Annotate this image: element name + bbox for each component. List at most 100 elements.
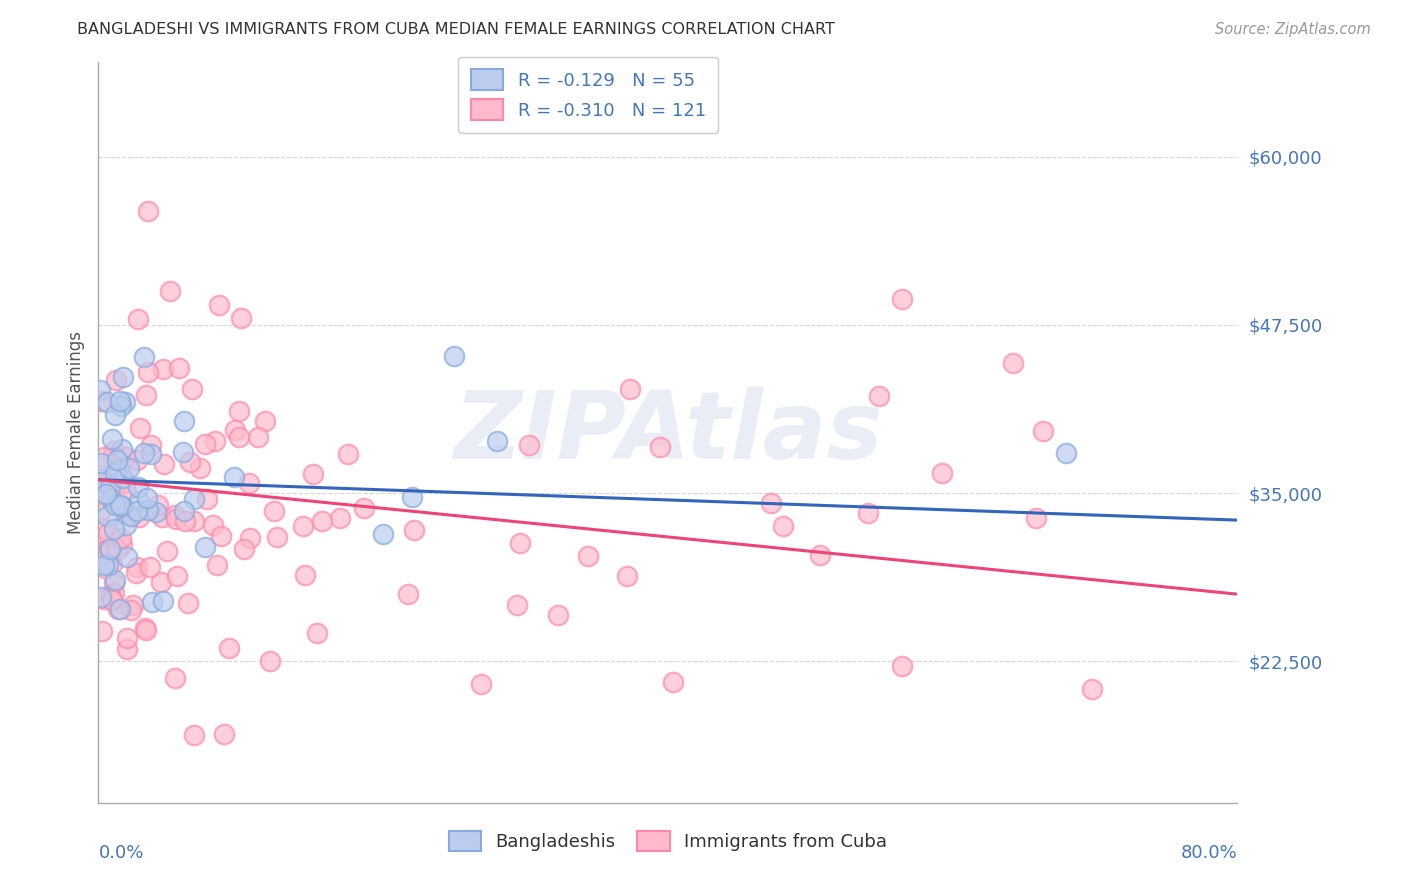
Point [208, 298, 231, 312]
Point [506, 598, 529, 612]
Point [305, 625, 328, 640]
Point [89, 505, 111, 519]
Point [204, 434, 226, 449]
Point [104, 408, 127, 422]
Point [1081, 682, 1104, 697]
Point [517, 438, 540, 452]
Point [96, 508, 118, 523]
Point [121, 598, 143, 612]
Point [117, 631, 139, 645]
Point [152, 361, 174, 376]
Point [167, 361, 190, 376]
Point [172, 445, 194, 459]
Point [165, 671, 187, 685]
Point [125, 504, 148, 518]
Point [808, 549, 831, 563]
Point [104, 466, 127, 480]
Point [98, 542, 121, 557]
Point [224, 470, 246, 484]
Point [650, 440, 672, 454]
Point [183, 492, 205, 507]
Point [470, 677, 492, 691]
Point [90, 544, 112, 558]
Point [228, 404, 250, 418]
Point [103, 576, 125, 591]
Point [891, 292, 914, 306]
Point [90, 488, 112, 502]
Point [100, 590, 122, 604]
Point [619, 382, 641, 396]
Point [90, 472, 112, 486]
Point [401, 490, 423, 504]
Point [94, 487, 117, 501]
Point [150, 509, 173, 524]
Point [301, 467, 323, 481]
Point [311, 514, 333, 528]
Point [104, 498, 127, 512]
Point [91, 521, 114, 535]
Point [486, 434, 509, 448]
Point [398, 586, 420, 600]
Point [115, 450, 138, 465]
Point [337, 447, 360, 461]
Point [229, 311, 252, 326]
Point [107, 602, 129, 616]
Point [179, 455, 201, 469]
Point [616, 569, 638, 583]
Point [166, 569, 188, 583]
Point [110, 531, 132, 545]
Point [1032, 424, 1054, 438]
Point [112, 370, 135, 384]
Point [103, 586, 125, 600]
Point [108, 601, 131, 615]
Point [135, 387, 157, 401]
Point [246, 430, 269, 444]
Point [194, 540, 217, 554]
Point [576, 549, 599, 564]
Y-axis label: Median Female Earnings: Median Female Earnings [66, 331, 84, 534]
Point [93, 591, 115, 606]
Point [128, 421, 150, 435]
Point [89, 480, 111, 494]
Point [146, 498, 169, 512]
Point [188, 460, 211, 475]
Point [115, 483, 138, 498]
Point [183, 514, 205, 528]
Point [353, 500, 375, 515]
Point [253, 414, 276, 428]
Point [115, 518, 138, 533]
Point [266, 530, 288, 544]
Point [132, 445, 155, 459]
Point [104, 373, 127, 387]
Point [128, 510, 150, 524]
Point [111, 538, 134, 552]
Point [177, 596, 200, 610]
Point [868, 388, 890, 402]
Text: Source: ZipAtlas.com: Source: ZipAtlas.com [1215, 22, 1371, 37]
Point [114, 505, 136, 519]
Point [139, 437, 162, 451]
Point [772, 519, 794, 533]
Point [138, 560, 160, 574]
Point [100, 491, 122, 506]
Point [238, 476, 260, 491]
Point [155, 543, 177, 558]
Point [1025, 511, 1047, 525]
Point [96, 395, 118, 409]
Legend: Bangladeshis, Immigrants from Cuba: Bangladeshis, Immigrants from Cuba [436, 818, 900, 864]
Point [136, 503, 159, 517]
Text: ZIPAtlas: ZIPAtlas [453, 386, 883, 479]
Point [101, 432, 124, 446]
Point [98, 541, 121, 555]
Point [101, 557, 124, 571]
Point [152, 594, 174, 608]
Point [93, 558, 115, 572]
Point [125, 453, 148, 467]
Point [329, 511, 352, 525]
Point [443, 349, 465, 363]
Point [118, 461, 141, 475]
Point [259, 654, 281, 668]
Point [135, 491, 157, 505]
Point [153, 457, 176, 471]
Text: BANGLADESHI VS IMMIGRANTS FROM CUBA MEDIAN FEMALE EARNINGS CORRELATION CHART: BANGLADESHI VS IMMIGRANTS FROM CUBA MEDI… [77, 22, 835, 37]
